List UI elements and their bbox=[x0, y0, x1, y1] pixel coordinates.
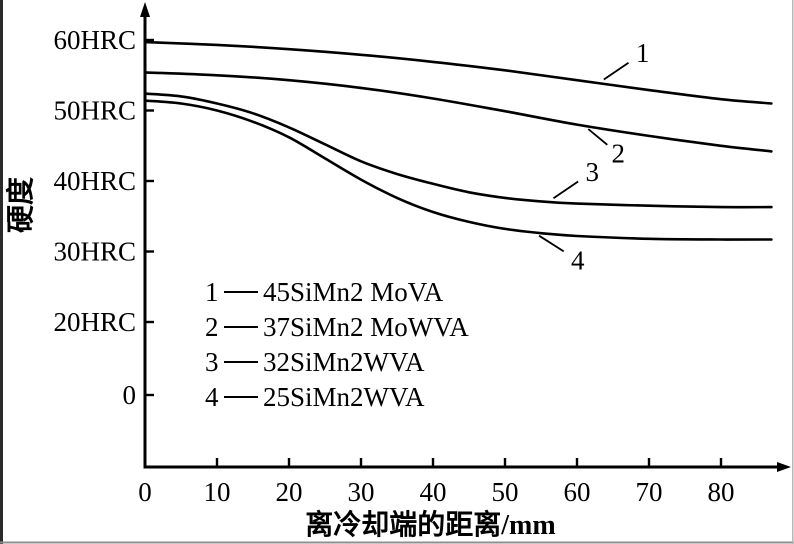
curve-label-leader-4 bbox=[538, 234, 565, 253]
curve-label-leader-3 bbox=[552, 180, 579, 200]
legend-num-3: 3 bbox=[205, 347, 219, 377]
x-tick-label: 10 bbox=[204, 477, 231, 507]
curve-3 bbox=[143, 92, 773, 209]
x-tick-label: 40 bbox=[420, 477, 447, 507]
legend-label-3: 32SiMn2WVA bbox=[263, 347, 425, 377]
y-tick-label: 20HRC bbox=[53, 307, 136, 337]
curve-number-label-4: 4 bbox=[571, 245, 585, 275]
curve-number-label-2: 2 bbox=[611, 139, 625, 169]
legend-label-4: 25SiMn2WVA bbox=[263, 382, 425, 412]
x-tick-label: 20 bbox=[276, 477, 303, 507]
y-axis-title: 硬度 bbox=[5, 177, 37, 233]
x-tick-label: 0 bbox=[138, 477, 152, 507]
y-tick-label: 30HRC bbox=[53, 237, 136, 267]
y-tick-label: 60HRC bbox=[53, 25, 136, 55]
x-tick-label: 70 bbox=[636, 477, 663, 507]
curve-4 bbox=[143, 99, 773, 241]
curve-number-label-1: 1 bbox=[636, 38, 650, 68]
y-tick-label: 50HRC bbox=[53, 96, 136, 126]
y-tick-label: 0 bbox=[123, 380, 137, 410]
curve-number-label-3: 3 bbox=[585, 157, 599, 187]
x-axis-arrow-icon bbox=[777, 462, 791, 472]
legend-label-1: 45SiMn2 MoVA bbox=[263, 277, 444, 307]
curve-label-leader-1 bbox=[603, 62, 630, 81]
x-axis-title: 离冷却端的距离/mm bbox=[305, 508, 555, 541]
legend-num-1: 1 bbox=[205, 277, 219, 307]
y-axis-arrow-icon bbox=[140, 2, 150, 17]
legend-num-2: 2 bbox=[205, 312, 219, 342]
curve-label-leader-2 bbox=[587, 128, 608, 146]
x-tick-label: 30 bbox=[348, 477, 375, 507]
y-tick-label: 40HRC bbox=[53, 166, 136, 196]
legend-label-2: 37SiMn2 MoWVA bbox=[263, 312, 469, 342]
curve-2 bbox=[143, 71, 773, 153]
x-tick-label: 50 bbox=[492, 477, 519, 507]
x-tick-label: 60 bbox=[564, 477, 591, 507]
curve-1 bbox=[143, 40, 773, 105]
legend-num-4: 4 bbox=[205, 382, 219, 412]
x-tick-label: 80 bbox=[708, 477, 735, 507]
